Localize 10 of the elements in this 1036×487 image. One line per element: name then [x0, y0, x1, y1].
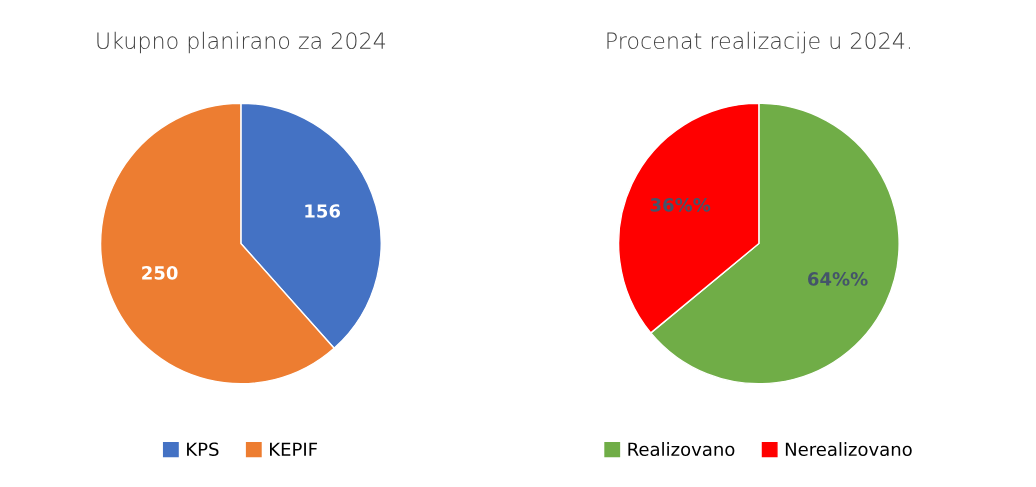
legend-label: Realizovano — [628, 442, 735, 457]
data-label: 64%% — [808, 272, 868, 286]
chart-title: Procenat realizacije u 2024. — [607, 31, 911, 54]
data-label: 36%% — [650, 198, 711, 212]
data-label: 250 — [142, 266, 178, 280]
legend-label: KEPIF — [270, 442, 318, 456]
legend-label: KPS — [187, 442, 219, 457]
legend-label: Nerealizovano — [785, 442, 912, 457]
data-label: 156 — [305, 204, 341, 218]
chart-title: Ukupno planirano za 2024 — [97, 31, 386, 54]
